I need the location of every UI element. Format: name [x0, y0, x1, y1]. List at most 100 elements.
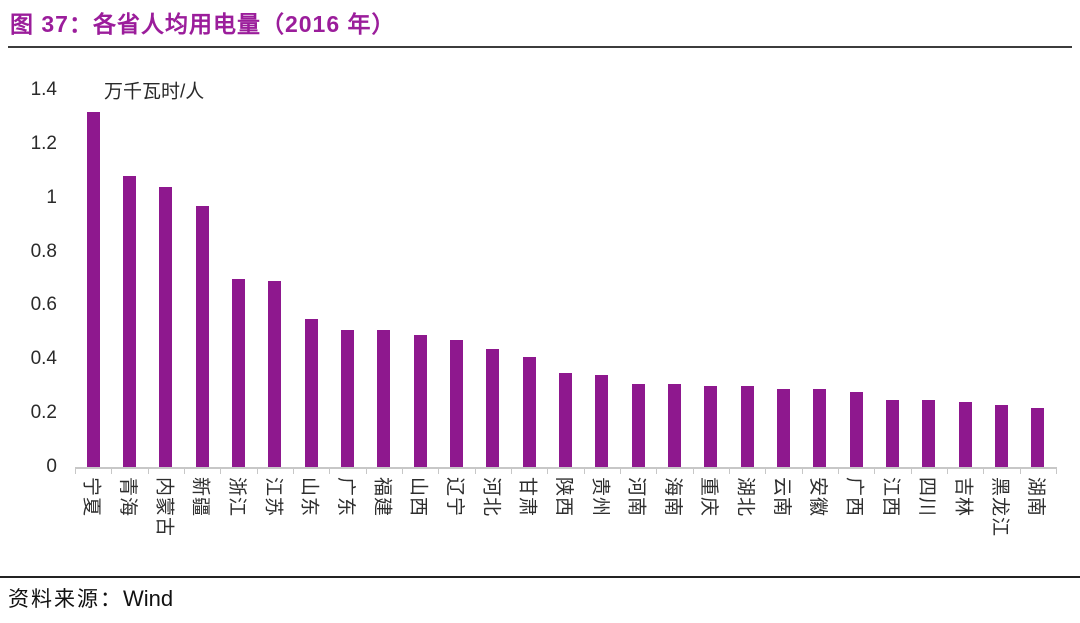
bar-slot [148, 90, 184, 467]
bar [304, 318, 318, 467]
x-tick-label: 山东 [298, 477, 320, 518]
x-tick-label: 陕西 [552, 477, 574, 518]
x-label-slot: 山西 [402, 477, 438, 577]
bar [994, 405, 1008, 467]
x-tick-label: 贵州 [589, 477, 611, 518]
bar [449, 340, 463, 467]
x-tick-label: 内蒙古 [153, 477, 175, 538]
x-axis-tick [365, 467, 367, 474]
x-axis-tick [256, 467, 258, 474]
x-label-slot: 青海 [111, 477, 147, 577]
x-label-slot: 江苏 [257, 477, 293, 577]
bar [486, 348, 500, 467]
bar-slot [693, 90, 729, 467]
x-tick-label: 新疆 [189, 477, 211, 518]
bar-slot [475, 90, 511, 467]
x-tick-label: 江西 [879, 477, 901, 518]
bar [268, 281, 282, 467]
bar [849, 391, 863, 467]
bar-slot [111, 90, 147, 467]
bar [377, 329, 391, 467]
x-label-slot: 安徽 [802, 477, 838, 577]
bar [958, 402, 972, 467]
y-tick-label: 1 [46, 186, 57, 208]
x-tick-label: 黑龙江 [988, 477, 1010, 538]
x-axis-tick [293, 467, 294, 474]
y-tick-label: 0 [46, 456, 57, 477]
x-axis-tick [438, 467, 440, 474]
x-axis-tick [220, 467, 222, 474]
y-tick-label: 0.8 [30, 240, 57, 262]
bar-slot [438, 90, 474, 467]
x-tick-label: 吉林 [952, 477, 974, 518]
x-label-slot: 湖南 [1020, 477, 1056, 577]
x-axis-tick [1019, 467, 1021, 474]
x-axis-tick [765, 467, 767, 474]
bar [159, 186, 173, 467]
x-axis-tick [511, 467, 512, 474]
x-tick-label: 甘肃 [516, 477, 538, 518]
plot-area [75, 90, 1056, 467]
bar [195, 205, 209, 467]
bar-slot [1020, 90, 1056, 467]
bar-slot [947, 90, 983, 467]
bar [922, 399, 936, 467]
x-axis-tick [656, 467, 658, 474]
title-divider [8, 46, 1072, 48]
bar [813, 388, 827, 467]
x-label-slot: 河南 [620, 477, 656, 577]
x-tick-label: 安徽 [807, 477, 829, 518]
y-tick-label: 1.2 [30, 132, 57, 154]
x-axis-tick [729, 467, 730, 474]
bar [667, 383, 681, 467]
x-tick-label: 山西 [407, 477, 429, 518]
x-label-slot: 广西 [838, 477, 874, 577]
x-tick-label: 四川 [916, 477, 938, 518]
y-tick-label: 1.4 [30, 79, 57, 100]
x-label-slot: 河北 [475, 477, 511, 577]
bar-slot [402, 90, 438, 467]
x-label-slot: 重庆 [693, 477, 729, 577]
x-label-slot: 四川 [911, 477, 947, 577]
bar [885, 399, 899, 467]
y-tick-label: 0.4 [30, 348, 57, 370]
x-label-slot: 辽宁 [438, 477, 474, 577]
x-label-slot: 宁夏 [75, 477, 111, 577]
bar-slot [620, 90, 656, 467]
source-name: Wind [123, 586, 174, 611]
bar-slot [983, 90, 1019, 467]
bar-slot [584, 90, 620, 467]
bar-slot [656, 90, 692, 467]
x-axis-tick [402, 467, 403, 474]
bar [413, 335, 427, 467]
bar-slot [257, 90, 293, 467]
x-axis-tick [947, 467, 948, 474]
x-tick-label: 辽宁 [443, 477, 465, 518]
x-axis-tick [801, 467, 803, 474]
bar [1031, 407, 1045, 467]
x-label-slot: 海南 [656, 477, 692, 577]
x-axis-tick [147, 467, 149, 474]
x-tick-label: 重庆 [698, 477, 720, 518]
bar-slot [293, 90, 329, 467]
x-tick-label: 宁夏 [80, 477, 102, 518]
x-tick-label: 青海 [116, 477, 138, 518]
x-tick-label: 云南 [770, 477, 792, 518]
x-label-slot: 广东 [329, 477, 365, 577]
x-tick-label: 福建 [371, 477, 393, 518]
x-axis-tick [184, 467, 185, 474]
x-label-slot: 黑龙江 [983, 477, 1019, 577]
bar-slot [184, 90, 220, 467]
source-label: 资料来源： [8, 587, 123, 611]
y-tick-label: 0.2 [30, 402, 57, 424]
x-axis-tick [75, 467, 76, 474]
x-label-slot: 新疆 [184, 477, 220, 577]
x-axis-tick [583, 467, 585, 474]
x-label-slot: 内蒙古 [148, 477, 184, 577]
x-axis-tick [547, 467, 549, 474]
bar-slot [220, 90, 256, 467]
x-label-slot: 湖北 [729, 477, 765, 577]
x-tick-label: 河北 [480, 477, 502, 518]
bar [704, 386, 718, 467]
